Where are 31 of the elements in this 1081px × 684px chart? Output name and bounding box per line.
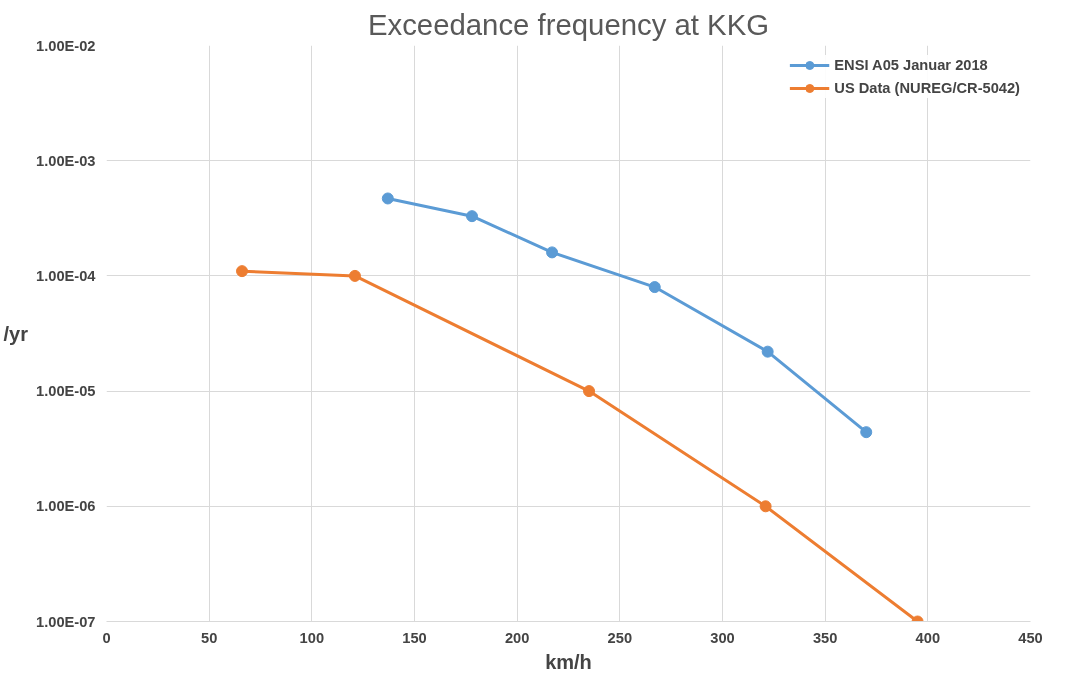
point — [860, 426, 873, 439]
y-axis-title: /yr — [3, 322, 29, 345]
x-tick-label: 200 — [504, 629, 530, 646]
y-tick-label: 1.00E-05 — [36, 383, 96, 400]
point — [583, 385, 596, 398]
point — [381, 192, 394, 205]
y-tick-label: 1.00E-02 — [36, 37, 96, 54]
legend-label: ENSI A05 Januar 2018 — [834, 57, 988, 73]
x-tick-label: 150 — [402, 629, 427, 646]
chart-title: Exceedance frequency at KKG — [367, 7, 770, 41]
x-axis-title: km/h — [545, 650, 592, 673]
x-tick-label: 0 — [102, 629, 111, 646]
legend-label: US Data (NUREG/CR-5042) — [834, 80, 1020, 96]
y-tick-label: 1.00E-06 — [36, 498, 96, 515]
x-tick-label: 450 — [1018, 629, 1043, 646]
point — [546, 246, 559, 259]
x-tick-label: 300 — [710, 629, 735, 646]
x-tick-label: 250 — [607, 629, 633, 646]
x-tick-label: 400 — [915, 629, 941, 646]
point — [761, 345, 774, 358]
point — [759, 500, 772, 513]
x-tick-label: 100 — [299, 629, 325, 646]
y-tick-label: 1.00E-03 — [36, 152, 96, 169]
point — [348, 269, 361, 282]
x-tick-label: 350 — [812, 629, 838, 646]
point — [236, 265, 249, 278]
point — [465, 210, 478, 223]
point — [648, 281, 661, 294]
y-tick-label: 1.00E-04 — [36, 267, 97, 284]
y-tick-label: 1.00E-07 — [36, 613, 96, 630]
x-tick-label: 50 — [201, 629, 218, 646]
